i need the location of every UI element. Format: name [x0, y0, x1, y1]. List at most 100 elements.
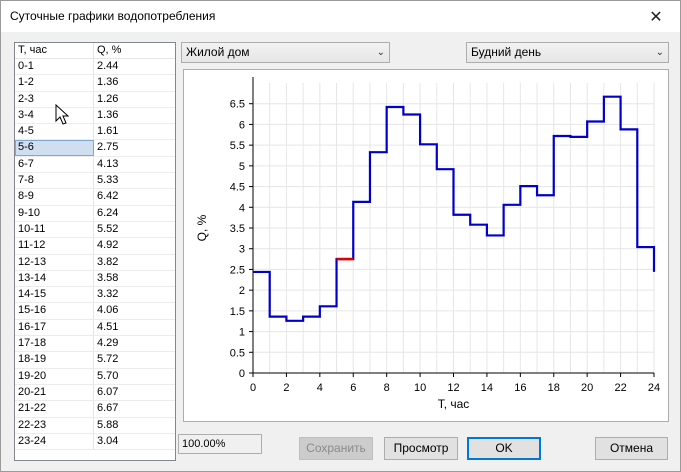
cell-time[interactable]: 0-1	[15, 59, 94, 75]
table-row[interactable]: 2-3 1.26	[15, 91, 175, 108]
cell-time[interactable]: 4-5	[15, 124, 94, 140]
building-type-select[interactable]: Жилой дом ⌄	[181, 42, 390, 63]
cell-q[interactable]: 3.82	[97, 255, 119, 268]
table-row[interactable]: 12-13 3.82	[15, 254, 175, 271]
cell-q[interactable]: 5.52	[97, 222, 119, 235]
cell-time[interactable]: 11-12	[15, 238, 94, 254]
status-percent: 100.00%	[178, 434, 262, 454]
table-row[interactable]: 20-21 6.07	[15, 384, 175, 402]
cell-time[interactable]: 16-17	[15, 319, 94, 336]
cell-time[interactable]: 8-9	[15, 189, 94, 205]
x-tick-label: 8	[384, 382, 390, 394]
cell-time[interactable]: 14-15	[15, 287, 94, 303]
cell-time[interactable]: 15-16	[15, 303, 94, 319]
cell-time[interactable]: 10-11	[15, 221, 94, 238]
table-row[interactable]: 0-1 2.44	[15, 59, 175, 76]
table-row[interactable]: 17-18 4.29	[15, 336, 175, 353]
cell-q[interactable]: 1.36	[97, 76, 119, 89]
cell-q[interactable]: 4.13	[97, 157, 119, 170]
y-tick-label: 1.5	[230, 306, 245, 318]
day-type-select[interactable]: Будний день ⌄	[466, 42, 669, 63]
table-row[interactable]: 4-5 1.61	[15, 124, 175, 141]
consumption-table[interactable]: T, час Q, % 0-1 2.44 1-2 1.36 2-3 1.26 3-4 1.36…	[14, 42, 176, 461]
cancel-button[interactable]: Отмена	[595, 437, 668, 460]
table-row[interactable]: 13-14 3.58	[15, 270, 175, 288]
cell-time[interactable]: 12-13	[15, 254, 94, 270]
cell-time[interactable]: 17-18	[15, 336, 94, 352]
table-body: 0-1 2.44 1-2 1.36 2-3 1.26 3-4 1.36 4-5 1.61 5-6 2.…	[15, 59, 175, 451]
header-q[interactable]: Q, %	[97, 44, 122, 56]
x-tick-label: 6	[350, 382, 356, 394]
y-tick-label: 0	[239, 368, 245, 380]
cell-q[interactable]: 6.07	[97, 385, 119, 398]
table-row[interactable]: 1-2 1.36	[15, 75, 175, 92]
cell-q[interactable]: 2.75	[97, 141, 119, 154]
cell-time[interactable]: 19-20	[15, 368, 94, 384]
table-row[interactable]: 11-12 4.92	[15, 238, 175, 255]
ok-button[interactable]: OK	[467, 437, 541, 460]
cell-time[interactable]: 6-7	[15, 156, 94, 173]
cell-time[interactable]: 18-19	[15, 352, 94, 368]
cell-q[interactable]: 1.36	[97, 108, 119, 121]
cell-time[interactable]: 22-23	[15, 417, 94, 433]
cell-time[interactable]: 21-22	[15, 401, 94, 417]
cell-q[interactable]: 5.70	[97, 369, 119, 382]
x-tick-label: 10	[414, 382, 426, 394]
y-tick-label: 5.5	[230, 140, 245, 152]
y-tick-label: 1	[239, 327, 245, 339]
table-row[interactable]: 10-11 5.52	[15, 221, 175, 239]
cell-time[interactable]: 23-24	[15, 433, 94, 450]
cell-q[interactable]: 3.04	[97, 434, 119, 447]
building-type-value: Жилой дом	[186, 45, 250, 59]
cell-q[interactable]: 6.24	[97, 206, 119, 219]
header-time[interactable]: T, час	[15, 43, 94, 58]
cell-q[interactable]: 6.42	[97, 190, 119, 203]
cell-q[interactable]: 3.32	[97, 288, 119, 301]
cell-q[interactable]: 1.26	[97, 92, 119, 105]
table-row[interactable]: 23-24 3.04	[15, 433, 175, 451]
table-row[interactable]: 18-19 5.72	[15, 352, 175, 369]
cell-q[interactable]: 4.51	[97, 320, 119, 333]
cell-time[interactable]: 2-3	[15, 91, 94, 107]
table-row[interactable]: 14-15 3.32	[15, 287, 175, 304]
table-row[interactable]: 8-9 6.42	[15, 189, 175, 206]
cell-q[interactable]: 4.06	[97, 304, 119, 317]
cell-time[interactable]: 7-8	[15, 173, 94, 189]
cell-q[interactable]: 5.72	[97, 353, 119, 366]
y-tick-label: 4	[239, 202, 245, 214]
table-row[interactable]: 3-4 1.36	[15, 107, 175, 125]
cell-q[interactable]: 4.92	[97, 239, 119, 252]
x-tick-label: 20	[581, 382, 593, 394]
y-tick-label: 0.5	[230, 347, 245, 359]
cell-time[interactable]: 13-14	[15, 270, 94, 287]
x-tick-label: 24	[648, 382, 660, 394]
table-row[interactable]: 22-23 5.88	[15, 417, 175, 434]
cell-time[interactable]: 20-21	[15, 384, 94, 401]
table-row[interactable]: 9-10 6.24	[15, 205, 175, 222]
y-tick-label: 2.5	[230, 264, 245, 276]
table-row[interactable]: 19-20 5.70	[15, 368, 175, 385]
x-tick-label: 14	[481, 382, 493, 394]
table-row[interactable]: 21-22 6.67	[15, 401, 175, 418]
cell-q[interactable]: 3.58	[97, 271, 119, 284]
close-icon[interactable]: ✕	[649, 8, 663, 26]
cell-time[interactable]: 3-4	[15, 107, 94, 124]
table-row[interactable]: 5-6 2.75	[15, 140, 175, 157]
table-row[interactable]: 16-17 4.51	[15, 319, 175, 337]
cell-time[interactable]: 9-10	[15, 205, 94, 221]
cell-q[interactable]: 6.67	[97, 402, 119, 415]
cell-time[interactable]: 1-2	[15, 75, 94, 91]
cell-q[interactable]: 5.33	[97, 174, 119, 187]
cell-time[interactable]: 5-6	[15, 140, 94, 156]
cell-q[interactable]: 5.88	[97, 418, 119, 431]
table-row[interactable]: 6-7 4.13	[15, 156, 175, 174]
y-axis-label: Q, %	[195, 214, 209, 241]
cell-q[interactable]: 2.44	[97, 60, 119, 72]
table-header: T, час Q, %	[15, 43, 175, 59]
cell-q[interactable]: 4.29	[97, 337, 119, 350]
cell-q[interactable]: 1.61	[97, 125, 119, 138]
save-button[interactable]: Сохранить	[299, 437, 373, 460]
preview-button[interactable]: Просмотр	[384, 437, 458, 460]
table-row[interactable]: 15-16 4.06	[15, 303, 175, 320]
table-row[interactable]: 7-8 5.33	[15, 173, 175, 190]
